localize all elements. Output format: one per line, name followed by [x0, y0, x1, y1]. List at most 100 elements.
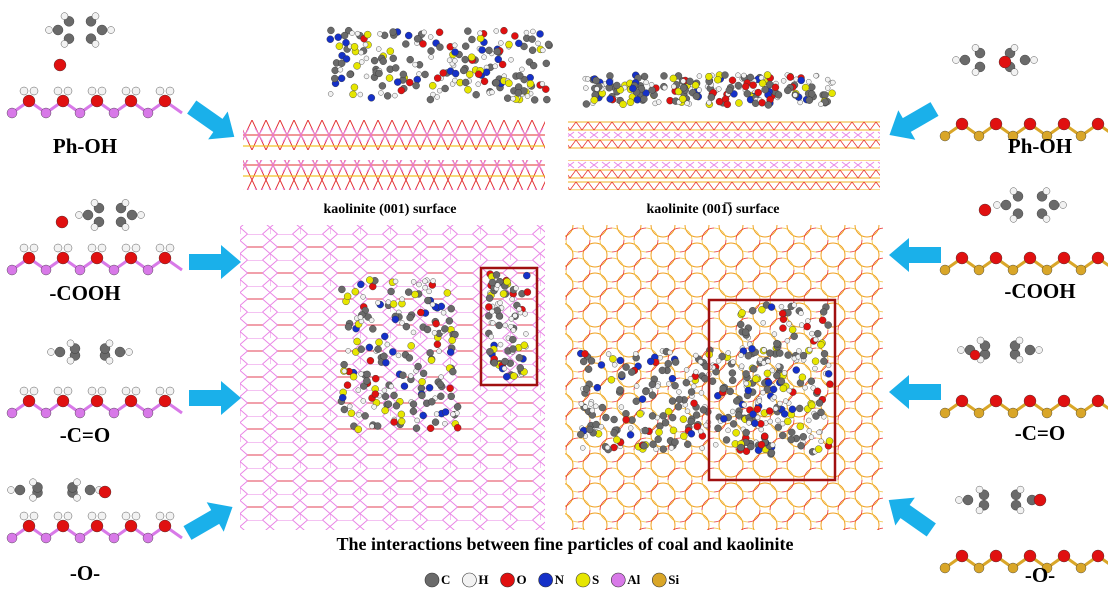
atom — [729, 377, 736, 384]
atom — [122, 199, 129, 206]
atom — [48, 349, 55, 356]
atom — [75, 408, 85, 418]
legend-swatch — [462, 573, 476, 587]
atom — [122, 512, 130, 520]
atom — [979, 204, 991, 216]
atom — [750, 82, 757, 89]
atom — [808, 378, 815, 385]
atom — [606, 72, 613, 79]
atom — [679, 95, 686, 102]
atom — [633, 351, 638, 356]
atom — [726, 428, 731, 433]
atom — [770, 443, 775, 448]
atom — [413, 82, 420, 89]
atom — [619, 405, 624, 410]
atom — [493, 79, 500, 86]
atom — [545, 41, 552, 48]
atom — [57, 252, 69, 264]
atom — [442, 85, 449, 92]
atom — [8, 487, 15, 494]
atom — [772, 332, 777, 337]
atom — [781, 410, 788, 417]
atom — [486, 348, 493, 355]
atom — [54, 512, 62, 520]
atom — [698, 359, 703, 364]
atom — [466, 71, 473, 78]
atom — [402, 41, 409, 48]
atom — [143, 108, 153, 118]
atom — [726, 87, 733, 94]
atom — [46, 27, 53, 34]
atom — [812, 366, 817, 371]
atom — [759, 99, 766, 106]
atom — [1020, 55, 1030, 65]
atom — [489, 90, 494, 95]
atom — [527, 80, 534, 87]
atom — [716, 86, 721, 91]
atom — [83, 210, 93, 220]
atom — [1076, 408, 1086, 418]
atom — [825, 322, 832, 329]
atom — [418, 392, 425, 399]
atom — [436, 44, 443, 51]
atom — [705, 73, 712, 80]
atom — [666, 381, 671, 386]
atom — [686, 78, 693, 85]
atom — [109, 533, 119, 543]
atom — [585, 77, 590, 82]
atom — [401, 383, 408, 390]
atom — [473, 91, 480, 98]
atom — [477, 31, 482, 36]
atom — [783, 399, 788, 404]
atom — [440, 69, 447, 76]
atom — [629, 85, 636, 92]
atom — [650, 441, 657, 448]
atom — [649, 381, 656, 388]
atom — [380, 58, 387, 65]
atom — [620, 101, 627, 108]
atom — [375, 339, 382, 346]
atom — [768, 449, 775, 456]
right-label: -COOH — [1004, 279, 1075, 303]
legend-label: C — [441, 572, 450, 587]
atom — [156, 244, 164, 252]
atom — [359, 50, 364, 55]
atom — [660, 412, 667, 419]
atom — [338, 75, 345, 82]
legend-swatch — [539, 573, 553, 587]
atom — [64, 87, 72, 95]
atom — [449, 368, 456, 375]
atom — [1016, 337, 1023, 344]
atom — [414, 35, 421, 42]
atom — [481, 78, 488, 85]
atom — [779, 325, 786, 332]
atom — [1016, 356, 1023, 363]
atom — [599, 404, 606, 411]
atom — [427, 349, 434, 356]
left-label: -COOH — [49, 281, 120, 305]
atom — [23, 395, 35, 407]
atom — [91, 199, 98, 206]
atom — [74, 479, 81, 486]
atom — [75, 533, 85, 543]
atom — [660, 72, 667, 79]
atom — [54, 59, 66, 71]
atom — [523, 331, 528, 336]
atom — [733, 429, 740, 436]
atom — [355, 31, 360, 36]
atom — [807, 428, 812, 433]
atom — [699, 390, 704, 395]
atom — [693, 353, 698, 358]
atom — [726, 350, 731, 355]
atom — [818, 409, 825, 416]
atom — [613, 82, 620, 89]
atom — [700, 446, 705, 451]
atom — [339, 394, 346, 401]
arrow — [889, 238, 941, 272]
atom — [799, 311, 804, 316]
atom — [729, 77, 736, 84]
atom — [125, 520, 137, 532]
atom — [623, 364, 630, 371]
atom — [798, 77, 805, 84]
atom — [680, 84, 687, 91]
